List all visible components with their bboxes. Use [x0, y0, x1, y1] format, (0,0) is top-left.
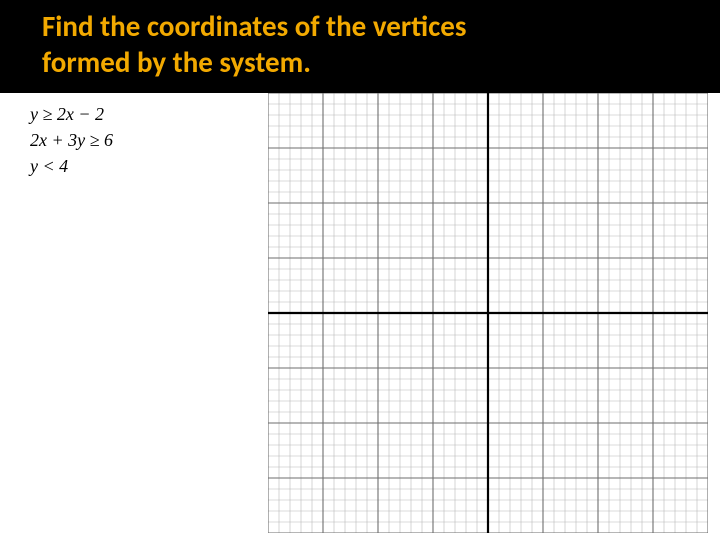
title-line-2: formed by the system.	[42, 44, 311, 80]
inequality-3: y < 4	[30, 153, 113, 179]
grid-svg	[268, 93, 708, 533]
system-of-inequalities: y ≥ 2x − 2 2x + 3y ≥ 6 y < 4	[30, 101, 113, 179]
inequality-1: y ≥ 2x − 2	[30, 101, 113, 127]
content-area: y ≥ 2x − 2 2x + 3y ≥ 6 y < 4	[0, 93, 720, 545]
page-title: Find the coordinates of the vertices for…	[42, 8, 720, 81]
inequality-2: 2x + 3y ≥ 6	[30, 127, 113, 153]
title-header: Find the coordinates of the vertices for…	[0, 0, 720, 93]
title-line-1: Find the coordinates of the vertices	[42, 8, 466, 44]
coordinate-grid	[268, 93, 708, 533]
